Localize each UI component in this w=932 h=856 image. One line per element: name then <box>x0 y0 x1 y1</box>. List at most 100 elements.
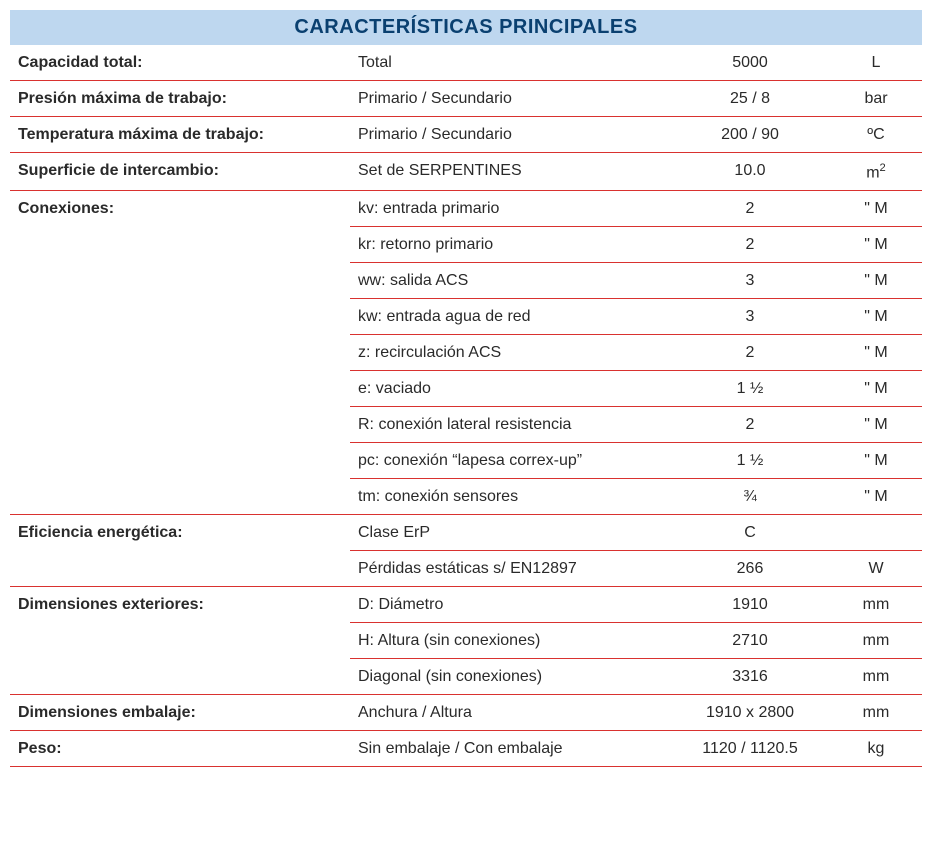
spec-desc: kr: retorno primario <box>350 227 670 263</box>
spec-value: 2 <box>670 335 830 371</box>
table-row: Temperatura máxima de trabajo:Primario /… <box>10 117 922 153</box>
spec-value: 1910 x 2800 <box>670 695 830 731</box>
spec-label <box>10 551 350 587</box>
table-row: Capacidad total:Total5000L <box>10 45 922 81</box>
spec-label: Presión máxima de trabajo: <box>10 81 350 117</box>
spec-desc: e: vaciado <box>350 371 670 407</box>
spec-label: Peso: <box>10 731 350 767</box>
spec-label <box>10 263 350 299</box>
spec-desc: D: Diámetro <box>350 587 670 623</box>
table-row: e: vaciado1 ½" M <box>10 371 922 407</box>
spec-label <box>10 371 350 407</box>
table-row: Eficiencia energética:Clase ErPC <box>10 515 922 551</box>
spec-unit: " M <box>830 191 922 227</box>
spec-label <box>10 443 350 479</box>
spec-value: 25 / 8 <box>670 81 830 117</box>
spec-label <box>10 299 350 335</box>
spec-unit: mm <box>830 623 922 659</box>
spec-value: 2710 <box>670 623 830 659</box>
spec-desc: H: Altura (sin conexiones) <box>350 623 670 659</box>
spec-desc: pc: conexión “lapesa correx-up” <box>350 443 670 479</box>
spec-unit: m2 <box>830 153 922 191</box>
spec-desc: Sin embalaje / Con embalaje <box>350 731 670 767</box>
spec-label: Eficiencia energética: <box>10 515 350 551</box>
spec-desc: z: recirculación ACS <box>350 335 670 371</box>
spec-label <box>10 227 350 263</box>
spec-label <box>10 659 350 695</box>
spec-unit: mm <box>830 695 922 731</box>
spec-value: 1120 / 1120.5 <box>670 731 830 767</box>
spec-unit: " M <box>830 371 922 407</box>
table-row: tm: conexión sensores¾" M <box>10 479 922 515</box>
table-row: R: conexión lateral resistencia2" M <box>10 407 922 443</box>
spec-label: Conexiones: <box>10 191 350 227</box>
spec-value: C <box>670 515 830 551</box>
spec-value: 1910 <box>670 587 830 623</box>
table-row: Peso:Sin embalaje / Con embalaje1120 / 1… <box>10 731 922 767</box>
table-row: kr: retorno primario2" M <box>10 227 922 263</box>
spec-value: ¾ <box>670 479 830 515</box>
spec-unit: " M <box>830 335 922 371</box>
spec-value: 1 ½ <box>670 371 830 407</box>
spec-unit: " M <box>830 479 922 515</box>
spec-label: Dimensiones embalaje: <box>10 695 350 731</box>
spec-label <box>10 479 350 515</box>
spec-unit: " M <box>830 227 922 263</box>
spec-value: 3 <box>670 263 830 299</box>
spec-value: 5000 <box>670 45 830 81</box>
spec-desc: R: conexión lateral resistencia <box>350 407 670 443</box>
spec-value: 3316 <box>670 659 830 695</box>
table-row: Pérdidas estáticas s/ EN12897266W <box>10 551 922 587</box>
spec-desc: Set de SERPENTINES <box>350 153 670 191</box>
spec-label <box>10 335 350 371</box>
table-title: CARACTERÍSTICAS PRINCIPALES <box>10 10 922 45</box>
spec-value: 2 <box>670 407 830 443</box>
table-row: Dimensiones exteriores:D: Diámetro1910mm <box>10 587 922 623</box>
spec-label <box>10 623 350 659</box>
table-row: Superficie de intercambio:Set de SERPENT… <box>10 153 922 191</box>
spec-desc: Pérdidas estáticas s/ EN12897 <box>350 551 670 587</box>
spec-desc: kw: entrada agua de red <box>350 299 670 335</box>
table-row: kw: entrada agua de red3" M <box>10 299 922 335</box>
spec-unit: kg <box>830 731 922 767</box>
spec-unit: " M <box>830 299 922 335</box>
spec-desc: Total <box>350 45 670 81</box>
table-row: pc: conexión “lapesa correx-up”1 ½" M <box>10 443 922 479</box>
spec-value: 2 <box>670 227 830 263</box>
spec-unit: W <box>830 551 922 587</box>
spec-label: Temperatura máxima de trabajo: <box>10 117 350 153</box>
spec-value: 200 / 90 <box>670 117 830 153</box>
spec-unit: " M <box>830 407 922 443</box>
table-row: ww: salida ACS3" M <box>10 263 922 299</box>
spec-unit: L <box>830 45 922 81</box>
spec-desc: Primario / Secundario <box>350 117 670 153</box>
spec-unit: mm <box>830 659 922 695</box>
spec-desc: Clase ErP <box>350 515 670 551</box>
spec-table: CARACTERÍSTICAS PRINCIPALES Capacidad to… <box>10 10 922 767</box>
spec-desc: ww: salida ACS <box>350 263 670 299</box>
spec-label: Capacidad total: <box>10 45 350 81</box>
table-row: H: Altura (sin conexiones)2710mm <box>10 623 922 659</box>
spec-label: Dimensiones exteriores: <box>10 587 350 623</box>
spec-value: 10.0 <box>670 153 830 191</box>
table-body: Capacidad total:Total5000LPresión máxima… <box>10 45 922 767</box>
table-row: Presión máxima de trabajo:Primario / Sec… <box>10 81 922 117</box>
spec-unit: mm <box>830 587 922 623</box>
spec-desc: Diagonal (sin conexiones) <box>350 659 670 695</box>
spec-unit: ºC <box>830 117 922 153</box>
spec-unit: bar <box>830 81 922 117</box>
table-row: z: recirculación ACS2" M <box>10 335 922 371</box>
spec-label <box>10 407 350 443</box>
spec-desc: Anchura / Altura <box>350 695 670 731</box>
spec-desc: kv: entrada primario <box>350 191 670 227</box>
spec-unit: " M <box>830 443 922 479</box>
spec-unit <box>830 515 922 551</box>
table-row: Diagonal (sin conexiones)3316mm <box>10 659 922 695</box>
spec-value: 266 <box>670 551 830 587</box>
spec-desc: Primario / Secundario <box>350 81 670 117</box>
table-row: Dimensiones embalaje:Anchura / Altura191… <box>10 695 922 731</box>
spec-value: 1 ½ <box>670 443 830 479</box>
spec-desc: tm: conexión sensores <box>350 479 670 515</box>
table-row: Conexiones:kv: entrada primario2" M <box>10 191 922 227</box>
spec-unit: " M <box>830 263 922 299</box>
